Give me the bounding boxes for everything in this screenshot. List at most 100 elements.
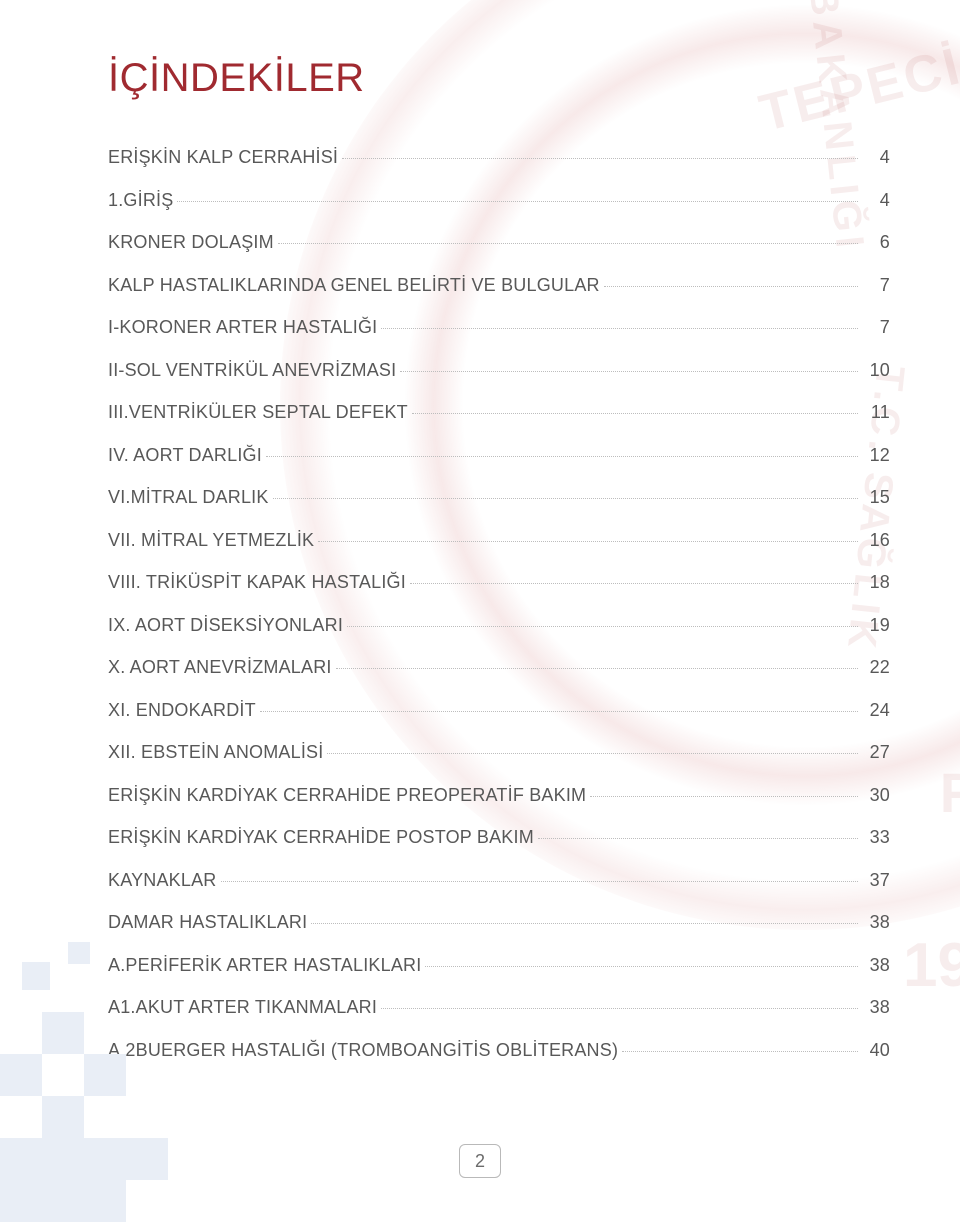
toc-page: 40 — [862, 1040, 890, 1061]
toc-leader-dots — [381, 328, 858, 329]
toc-row: XI. ENDOKARDİT 24 — [108, 700, 890, 721]
decor-square — [0, 1180, 42, 1222]
toc-row: X. AORT ANEVRİZMALARI 22 — [108, 657, 890, 678]
toc-leader-dots — [381, 1008, 858, 1009]
toc-label: II-SOL VENTRİKÜL ANEVRİZMASI — [108, 360, 396, 381]
toc-label: VI.MİTRAL DARLIK — [108, 487, 269, 508]
toc-row: VII. MİTRAL YETMEZLİK 16 — [108, 530, 890, 551]
toc-leader-dots — [590, 796, 858, 797]
toc-page: 38 — [862, 912, 890, 933]
toc-page: 38 — [862, 955, 890, 976]
toc-row: A.2BUERGER HASTALIĞI (TROMBOANGİTİS OBLİ… — [108, 1040, 890, 1061]
toc-page: 22 — [862, 657, 890, 678]
toc-label: IX. AORT DİSEKSİYONLARI — [108, 615, 343, 636]
toc-page: 15 — [862, 487, 890, 508]
toc-leader-dots — [604, 286, 858, 287]
page-number-box: 2 — [459, 1144, 501, 1178]
toc-label: KAYNAKLAR — [108, 870, 217, 891]
toc-row: KRONER DOLAŞIM 6 — [108, 232, 890, 253]
toc-page: 38 — [862, 997, 890, 1018]
toc-row: KAYNAKLAR 37 — [108, 870, 890, 891]
toc-leader-dots — [412, 413, 858, 414]
decor-square — [42, 1180, 84, 1222]
toc-label: I-KORONER ARTER HASTALIĞI — [108, 317, 377, 338]
toc-row: A1.AKUT ARTER TIKANMALARI 38 — [108, 997, 890, 1018]
toc-leader-dots — [538, 838, 858, 839]
toc-label: XI. ENDOKARDİT — [108, 700, 256, 721]
toc-page: 11 — [862, 402, 890, 423]
page-content: İÇİNDEKİLER ERİŞKİN KALP CERRAHİSİ41.GİR… — [0, 0, 960, 1061]
toc-row: II-SOL VENTRİKÜL ANEVRİZMASI 10 — [108, 360, 890, 381]
toc-label: A1.AKUT ARTER TIKANMALARI — [108, 997, 377, 1018]
toc-leader-dots — [425, 966, 858, 967]
toc-page: 7 — [862, 317, 890, 338]
toc-leader-dots — [400, 371, 858, 372]
toc-page: 30 — [862, 785, 890, 806]
toc-row: IV. AORT DARLIĞI 12 — [108, 445, 890, 466]
toc-label: ERİŞKİN KALP CERRAHİSİ — [108, 147, 338, 168]
toc-row: XII. EBSTEİN ANOMALİSİ 27 — [108, 742, 890, 763]
toc-page: 7 — [862, 275, 890, 296]
decor-square — [42, 1138, 84, 1180]
toc-label: III.VENTRİKÜLER SEPTAL DEFEKT — [108, 402, 408, 423]
toc-row: I-KORONER ARTER HASTALIĞI 7 — [108, 317, 890, 338]
toc-page: 18 — [862, 572, 890, 593]
table-of-contents: ERİŞKİN KALP CERRAHİSİ 4 1.GİRİŞ 4 KRONER DO… — [108, 147, 890, 1061]
toc-leader-dots — [266, 456, 858, 457]
toc-label: ERİŞKİN KARDİYAK CERRAHİDE POSTOP BAKIM — [108, 827, 534, 848]
toc-row: ERİŞKİN KARDİYAK CERRAHİDE PREOPERATİF B… — [108, 785, 890, 806]
toc-leader-dots — [311, 923, 858, 924]
toc-leader-dots — [342, 158, 858, 159]
decor-square — [42, 1096, 84, 1138]
toc-page: 12 — [862, 445, 890, 466]
toc-label: A.2BUERGER HASTALIĞI (TROMBOANGİTİS OBLİ… — [108, 1040, 618, 1061]
toc-label: ERİŞKİN KARDİYAK CERRAHİDE PREOPERATİF B… — [108, 785, 586, 806]
toc-page: 37 — [862, 870, 890, 891]
decor-square — [84, 1180, 126, 1222]
decor-square — [84, 1138, 126, 1180]
page-number: 2 — [475, 1151, 485, 1172]
toc-leader-dots — [278, 243, 858, 244]
toc-leader-dots — [347, 626, 858, 627]
page-title: İÇİNDEKİLER — [108, 56, 890, 101]
toc-leader-dots — [260, 711, 858, 712]
toc-row: ERİŞKİN KALP CERRAHİSİ 4 — [108, 147, 890, 168]
toc-label: KRONER DOLAŞIM — [108, 232, 274, 253]
toc-page: 4 — [862, 190, 890, 211]
toc-row: VI.MİTRAL DARLIK 15 — [108, 487, 890, 508]
toc-row: KALP HASTALIKLARINDA GENEL BELİRTİ VE BU… — [108, 275, 890, 296]
toc-leader-dots — [410, 583, 858, 584]
toc-page: 19 — [862, 615, 890, 636]
decor-square — [126, 1138, 168, 1180]
toc-page: 33 — [862, 827, 890, 848]
toc-row: 1.GİRİŞ 4 — [108, 190, 890, 211]
toc-label: A.PERİFERİK ARTER HASTALIKLARI — [108, 955, 421, 976]
toc-page: 6 — [862, 232, 890, 253]
decor-square — [0, 1138, 42, 1180]
toc-label: VII. MİTRAL YETMEZLİK — [108, 530, 314, 551]
toc-label: 1.GİRİŞ — [108, 190, 173, 211]
toc-row: ERİŞKİN KARDİYAK CERRAHİDE POSTOP BAKIM 3… — [108, 827, 890, 848]
toc-page: 27 — [862, 742, 890, 763]
toc-label: DAMAR HASTALIKLARI — [108, 912, 307, 933]
toc-leader-dots — [221, 881, 858, 882]
toc-leader-dots — [318, 541, 858, 542]
toc-page: 4 — [862, 147, 890, 168]
toc-row: DAMAR HASTALIKLARI 38 — [108, 912, 890, 933]
toc-row: VIII. TRİKÜSPİT KAPAK HASTALIĞI 18 — [108, 572, 890, 593]
toc-label: IV. AORT DARLIĞI — [108, 445, 262, 466]
toc-label: KALP HASTALIKLARINDA GENEL BELİRTİ VE BU… — [108, 275, 600, 296]
toc-label: X. AORT ANEVRİZMALARI — [108, 657, 332, 678]
toc-page: 10 — [862, 360, 890, 381]
toc-page: 24 — [862, 700, 890, 721]
toc-leader-dots — [622, 1051, 858, 1052]
toc-row: IX. AORT DİSEKSİYONLARI 19 — [108, 615, 890, 636]
toc-leader-dots — [273, 498, 858, 499]
toc-leader-dots — [177, 201, 858, 202]
toc-label: XII. EBSTEİN ANOMALİSİ — [108, 742, 323, 763]
toc-page: 16 — [862, 530, 890, 551]
toc-row: A.PERİFERİK ARTER HASTALIKLARI 38 — [108, 955, 890, 976]
toc-leader-dots — [336, 668, 858, 669]
toc-leader-dots — [327, 753, 858, 754]
toc-label: VIII. TRİKÜSPİT KAPAK HASTALIĞI — [108, 572, 406, 593]
